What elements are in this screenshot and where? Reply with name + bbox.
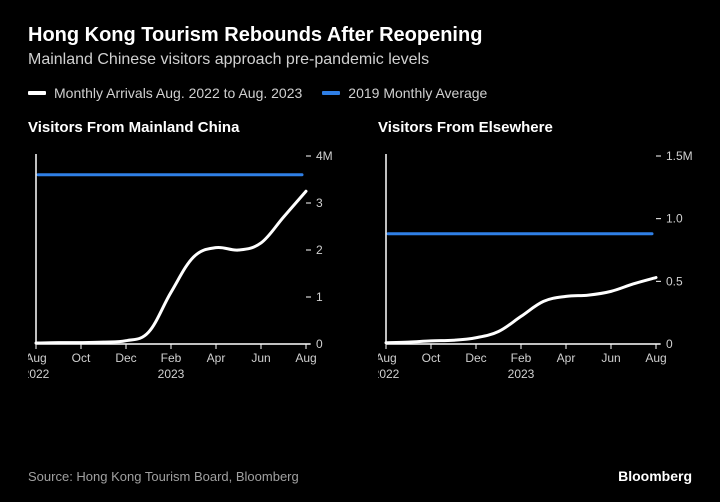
chart-title: Hong Kong Tourism Rebounds After Reopeni… <box>28 24 692 47</box>
series-line <box>386 278 656 343</box>
y-tick-label: 1 <box>316 290 323 304</box>
x-year-right: 2023 <box>508 367 535 381</box>
chart-left: Visitors From Mainland China 0 1 2 3 4M Aug Oc… <box>28 119 348 396</box>
x-tick-label: Oct <box>422 351 441 365</box>
x-year-right: 2023 <box>158 367 185 381</box>
charts-row: Visitors From Mainland China 0 1 2 3 4M Aug Oc… <box>28 119 692 396</box>
x-tick-label: Aug <box>28 351 47 365</box>
y-tick-label: 0 <box>316 337 323 351</box>
x-tick-label: Dec <box>465 351 486 365</box>
legend-item-series: Monthly Arrivals Aug. 2022 to Aug. 2023 <box>28 85 302 101</box>
chart-right: Visitors From Elsewhere 0 0.5 1.0 1.5M Aug Oc… <box>378 119 698 396</box>
x-tick-label: Aug <box>645 351 666 365</box>
legend-series-label: Monthly Arrivals Aug. 2022 to Aug. 2023 <box>54 85 302 101</box>
x-tick-label: Apr <box>207 351 226 365</box>
chart-right-title: Visitors From Elsewhere <box>378 119 698 136</box>
legend-item-avg: 2019 Monthly Average <box>322 85 487 101</box>
x-year-left: 2022 <box>378 367 400 381</box>
chart-container: Hong Kong Tourism Rebounds After Reopeni… <box>0 0 720 502</box>
legend: Monthly Arrivals Aug. 2022 to Aug. 2023 … <box>28 85 692 101</box>
legend-avg-label: 2019 Monthly Average <box>348 85 487 101</box>
x-tick-label: Jun <box>601 351 620 365</box>
y-tick-label: 3 <box>316 196 323 210</box>
x-tick-label: Jun <box>251 351 270 365</box>
y-tick-label: 0.5 <box>666 274 683 288</box>
y-tick-label: 2 <box>316 243 323 257</box>
x-tick-label: Oct <box>72 351 91 365</box>
avg-swatch-icon <box>322 91 340 95</box>
series-swatch-icon <box>28 91 46 95</box>
chart-left-title: Visitors From Mainland China <box>28 119 348 136</box>
y-tick-label: 1.0 <box>666 212 683 226</box>
y-tick-label: 1.5M <box>666 149 693 163</box>
x-tick-label: Feb <box>161 351 182 365</box>
x-tick-label: Aug <box>378 351 397 365</box>
brand-text: Bloomberg <box>618 468 692 484</box>
series-line <box>36 191 306 343</box>
chart-left-svg: 0 1 2 3 4M Aug Oct Dec Feb Apr Jun Aug 2022 2023 <box>28 146 348 396</box>
source-text: Source: Hong Kong Tourism Board, Bloombe… <box>28 469 299 484</box>
y-tick-label: 0 <box>666 337 673 351</box>
x-tick-label: Apr <box>557 351 576 365</box>
x-tick-label: Feb <box>511 351 532 365</box>
chart-right-svg: 0 0.5 1.0 1.5M Aug Oct Dec Feb Apr Jun Aug 2022 2023 <box>378 146 698 396</box>
x-year-left: 2022 <box>28 367 50 381</box>
x-tick-label: Aug <box>295 351 316 365</box>
x-tick-label: Dec <box>115 351 136 365</box>
chart-subtitle: Mainland Chinese visitors approach pre-p… <box>28 51 692 69</box>
y-tick-label: 4M <box>316 149 333 163</box>
